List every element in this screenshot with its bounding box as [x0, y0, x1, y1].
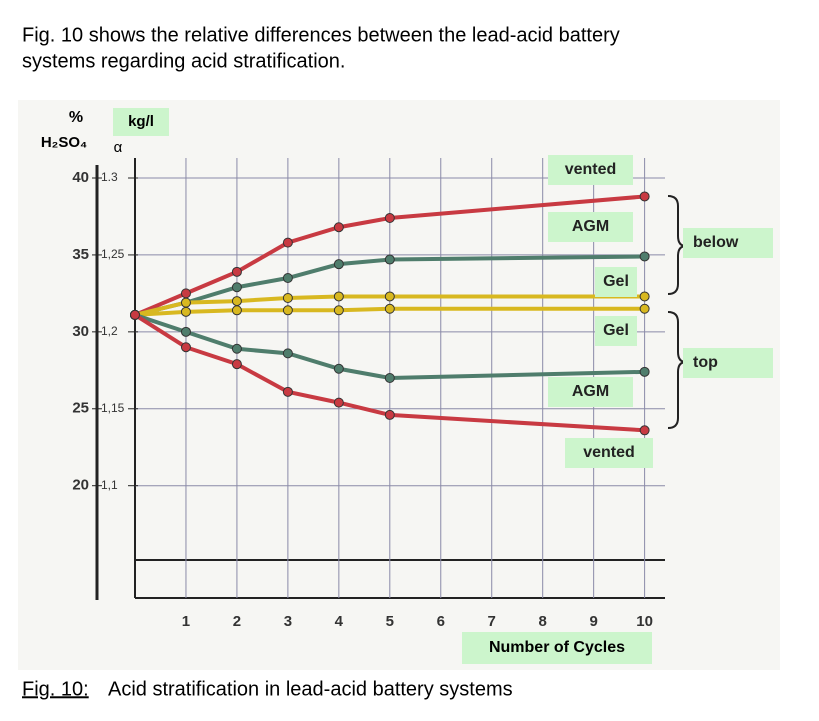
series-label-box — [595, 267, 637, 297]
label-box — [113, 108, 169, 136]
data-point — [180, 326, 191, 337]
data-point — [282, 305, 293, 316]
x-tick-label: 3 — [284, 613, 292, 630]
series-label-box — [548, 377, 633, 407]
x-tick-label: 5 — [386, 613, 394, 630]
data-point — [639, 291, 650, 302]
series-label: AGM — [572, 383, 609, 400]
x-tick-label: 9 — [589, 613, 597, 630]
x-tick-label: 7 — [488, 613, 496, 630]
series-label: Gel — [603, 322, 629, 339]
y-label: H₂SO₄ — [41, 134, 87, 151]
y2-label: kg/l — [128, 113, 154, 130]
x-label: Number of Cycles — [489, 639, 625, 656]
data-point — [384, 291, 395, 302]
data-point — [231, 359, 242, 370]
series-label: Gel — [603, 273, 629, 290]
data-point — [639, 366, 650, 377]
data-point — [231, 282, 242, 293]
data-point — [639, 425, 650, 436]
intro-line: Fig. 10 shows the relative differences b… — [22, 24, 620, 46]
y2-tick-label: 1,2 — [101, 324, 118, 338]
y-tick-label: 30 — [72, 323, 89, 340]
x-tick-label: 8 — [539, 613, 547, 630]
label-box — [462, 632, 652, 664]
y-tick-label: 35 — [72, 246, 89, 263]
series-label: vented — [583, 444, 635, 461]
data-point — [333, 363, 344, 374]
x-tick-label: 4 — [335, 613, 344, 630]
y-tick-label: 40 — [72, 169, 89, 186]
data-point — [231, 343, 242, 354]
data-point — [333, 259, 344, 270]
series-label-box — [565, 438, 653, 468]
data-point — [384, 409, 395, 420]
x-tick-label: 2 — [233, 613, 241, 630]
data-point — [180, 288, 191, 299]
series-label-box — [548, 212, 633, 242]
data-point — [639, 303, 650, 314]
annotation: top — [693, 354, 718, 371]
data-point — [180, 342, 191, 353]
caption-text: Acid stratification in lead-acid battery… — [108, 678, 513, 700]
data-point — [130, 309, 140, 320]
y-label: % — [69, 109, 83, 126]
x-tick-label: 1 — [182, 613, 190, 630]
series-label-box — [548, 155, 633, 185]
data-point — [231, 305, 242, 316]
caption-label: Fig. 10: — [22, 678, 89, 700]
data-point — [333, 305, 344, 316]
data-point — [180, 297, 191, 308]
series-label: AGM — [572, 218, 609, 235]
x-tick-label: 6 — [437, 613, 445, 630]
data-point — [333, 397, 344, 408]
series-label-box — [595, 316, 637, 346]
y2-label: α — [114, 139, 123, 156]
y2-tick-label: 1,25 — [101, 247, 125, 261]
data-point — [282, 273, 293, 283]
y2-tick-label: 1,1 — [101, 478, 118, 492]
data-point — [333, 291, 344, 302]
data-point — [384, 254, 395, 265]
figure-background — [18, 100, 780, 670]
data-point — [639, 191, 650, 202]
data-point — [282, 348, 293, 359]
data-point — [384, 303, 395, 314]
data-point — [384, 373, 395, 383]
data-point — [282, 237, 293, 248]
annotation: below — [693, 234, 739, 251]
data-point — [180, 306, 191, 317]
y-tick-label: 20 — [72, 477, 89, 494]
data-point — [231, 266, 242, 277]
x-tick-label: 10 — [636, 613, 653, 630]
series-label: vented — [565, 161, 617, 178]
y2-tick-label: 1,15 — [101, 401, 125, 415]
data-point — [231, 296, 242, 307]
intro-line: systems regarding acid stratification. — [22, 50, 345, 72]
y2-tick-label: 1.3 — [101, 170, 118, 184]
data-point — [282, 293, 293, 303]
y-tick-label: 25 — [72, 400, 89, 417]
data-point — [333, 222, 344, 233]
data-point — [639, 251, 650, 262]
data-point — [384, 213, 395, 223]
annotation-box — [683, 228, 773, 258]
annotation-box — [683, 348, 773, 378]
data-point — [282, 386, 293, 397]
